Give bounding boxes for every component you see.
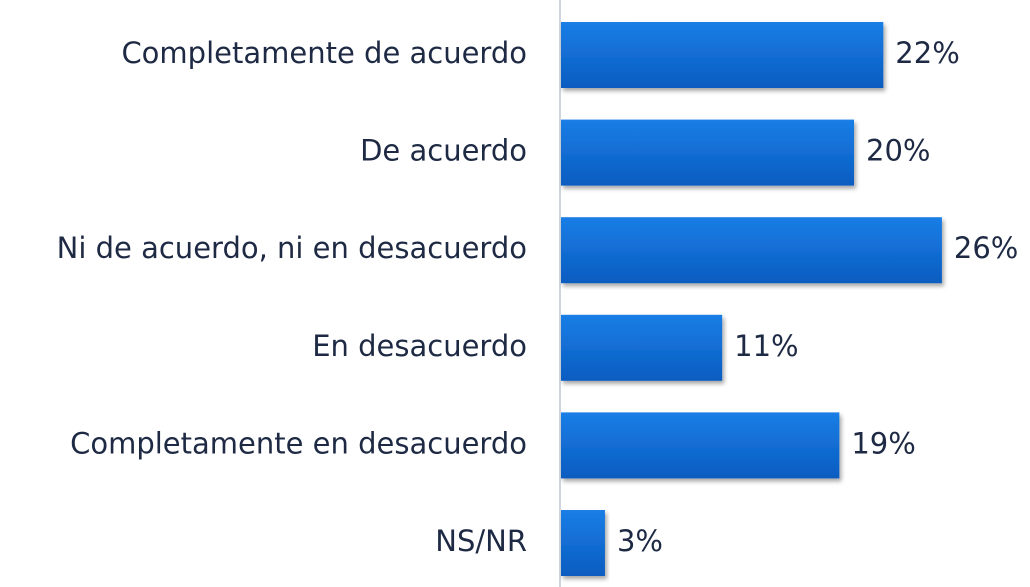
category-label: NS/NR xyxy=(435,524,527,558)
category-label: Ni de acuerdo, ni en desacuerdo xyxy=(57,231,527,265)
value-label: 3% xyxy=(617,524,663,558)
category-label: En desacuerdo xyxy=(312,329,527,363)
value-label: 20% xyxy=(866,134,930,168)
bar xyxy=(561,22,884,88)
value-label: 22% xyxy=(895,36,959,70)
category-label: De acuerdo xyxy=(360,134,527,168)
bar xyxy=(561,119,854,186)
category-label: Completamente en desacuerdo xyxy=(70,426,527,460)
category-label: Completamente de acuerdo xyxy=(121,36,527,70)
bar xyxy=(561,510,605,576)
value-label: 19% xyxy=(851,426,915,460)
bar xyxy=(561,412,840,479)
value-label: 26% xyxy=(954,231,1018,265)
value-label: 11% xyxy=(734,329,798,363)
bar xyxy=(561,217,942,284)
bar xyxy=(561,314,723,381)
